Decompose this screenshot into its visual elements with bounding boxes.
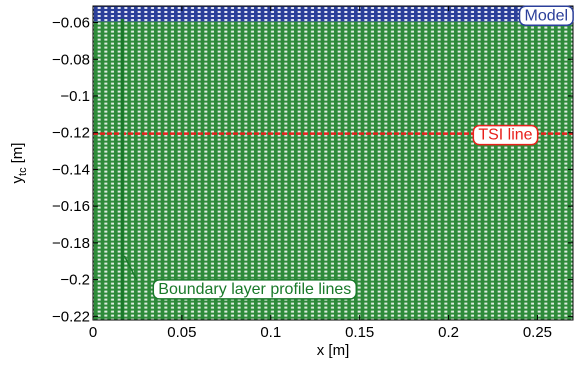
- region-profile-lines: [93, 21, 573, 320]
- y-tick-label: −0.2: [60, 272, 90, 289]
- plot-frame: [92, 5, 574, 321]
- x-axis-label: x [m]: [317, 342, 350, 359]
- x-tick-label: 0: [89, 324, 97, 341]
- y-tick-label: −0.18: [52, 235, 90, 252]
- x-tick-label: 0.15: [345, 324, 374, 341]
- x-tick-label: 0.05: [167, 324, 196, 341]
- annotation-text: Model: [525, 7, 569, 24]
- region-markers: [93, 21, 573, 320]
- tsi-line-label: TSI line: [472, 124, 539, 146]
- model-label: Model: [518, 5, 574, 27]
- annotation-box: [152, 279, 358, 300]
- annotation-box: [472, 124, 539, 146]
- y-tick-label: −0.14: [52, 161, 90, 178]
- y-tick-label: −0.08: [52, 51, 90, 68]
- boundary-layer-leader: [123, 255, 138, 281]
- y-tick-label: −0.06: [52, 15, 90, 32]
- annotation-box: [518, 5, 574, 27]
- region-model: [93, 6, 573, 22]
- y-axis-label: ytc[m]: [9, 143, 29, 184]
- y-tick-label: −0.22: [52, 308, 90, 325]
- y-tick-label: −0.12: [52, 125, 90, 142]
- annotation-text: TSI line: [478, 127, 532, 144]
- y-tick-label: −0.16: [52, 198, 90, 215]
- x-tick-label: 0.1: [260, 324, 281, 341]
- boundary-layer-label: Boundary layer profile lines: [152, 279, 358, 300]
- x-tick-label: 0.2: [438, 324, 459, 341]
- annotation-text: Boundary layer profile lines: [158, 281, 351, 298]
- region-markers: [93, 6, 573, 22]
- y-tick-label: −0.1: [60, 88, 90, 105]
- x-tick-label: 0.25: [523, 324, 552, 341]
